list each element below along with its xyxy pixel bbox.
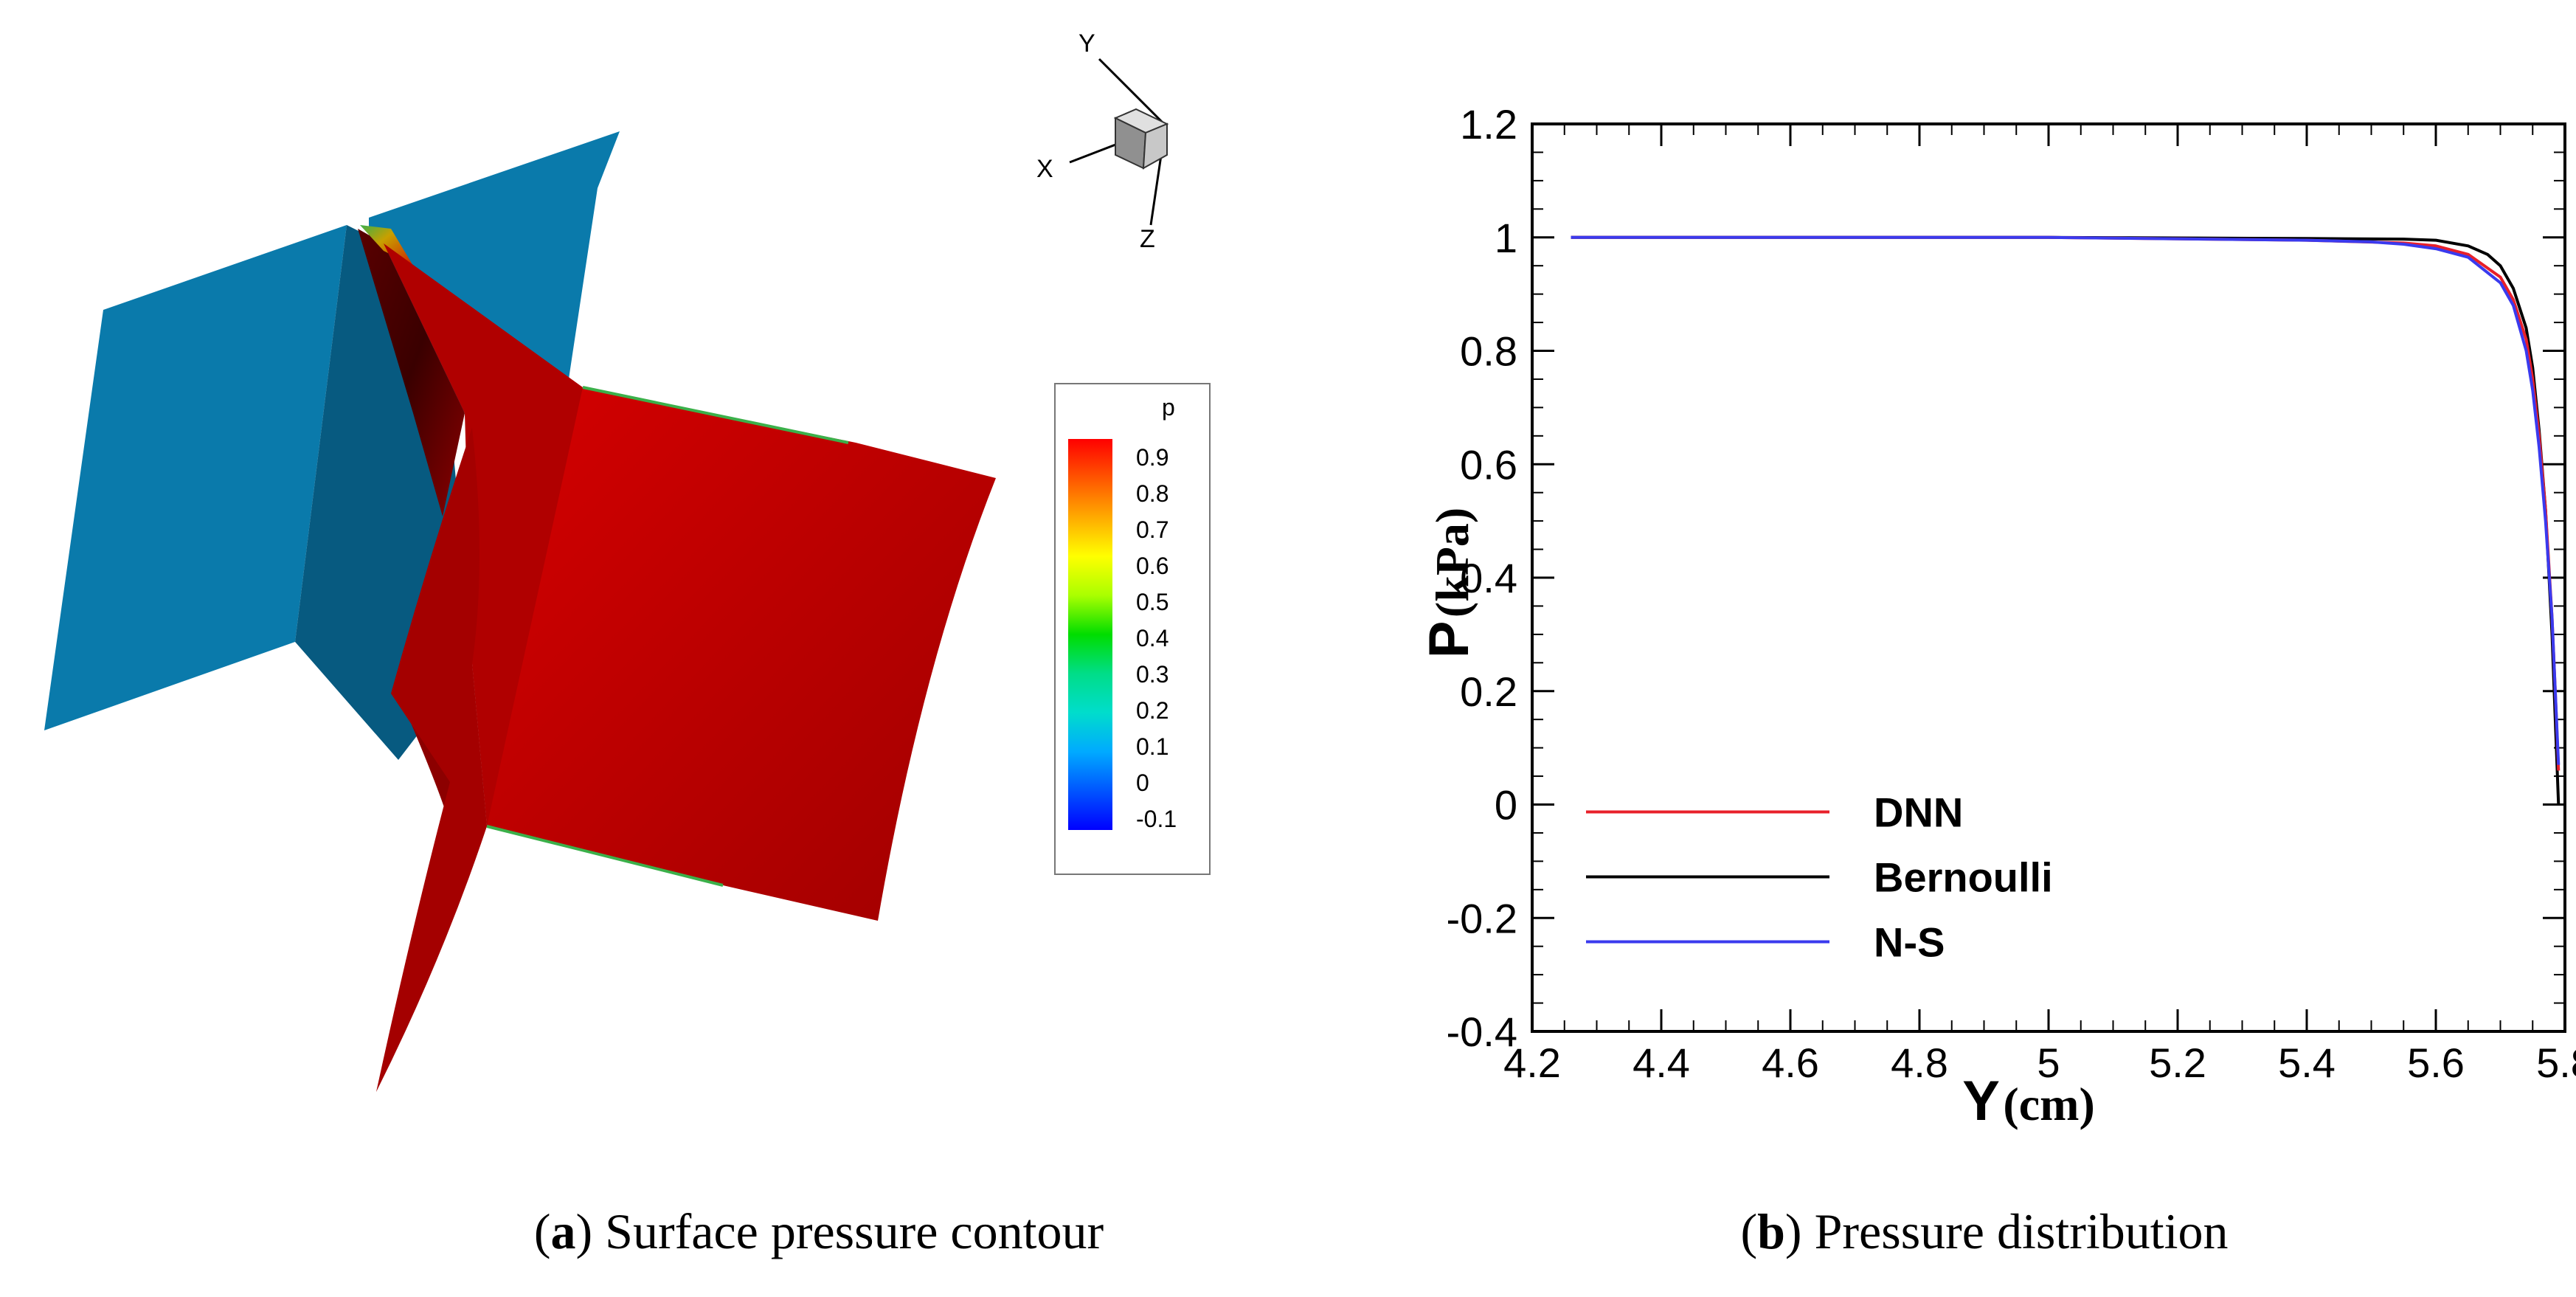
caption-a-text: Surface pressure contour xyxy=(605,1203,1104,1259)
y-tick-label: 0.2 xyxy=(1460,668,1517,715)
y-tick-label: 0.4 xyxy=(1460,555,1517,601)
caption-b: (b) Pressure distribution xyxy=(1740,1203,2229,1259)
plot-frame xyxy=(1531,122,2566,1033)
legend-level-label: 0.6 xyxy=(1136,553,1168,579)
green-edge-bottom xyxy=(486,825,724,887)
x-axis-title-main: Y xyxy=(1962,1070,2000,1132)
x-tick-label: 5.6 xyxy=(2407,1040,2465,1086)
triad-x-label: X xyxy=(1036,155,1053,183)
legend-level-label: 0.2 xyxy=(1136,697,1168,724)
y-axis-title: P (kPa) xyxy=(1418,508,1481,658)
y-tick-label: 0.8 xyxy=(1460,328,1517,375)
legend-level-label: 0.8 xyxy=(1136,480,1168,507)
x-tick-label: 5.2 xyxy=(2149,1040,2206,1086)
x-tick-label: 4.2 xyxy=(1503,1040,1561,1086)
legend-level-label: 0.1 xyxy=(1136,733,1168,760)
axis-triad: Y X Z xyxy=(1036,30,1169,253)
legend-level-label: 0.3 xyxy=(1136,661,1168,688)
y-axis-title-unit: (kPa) xyxy=(1426,508,1478,618)
legend-level-label: 0.4 xyxy=(1136,625,1168,651)
triad-z-label: Z xyxy=(1140,225,1155,253)
legend-label: N-S xyxy=(1874,919,1945,966)
legend-label: DNN xyxy=(1874,789,1963,836)
triad-y-label: Y xyxy=(1078,30,1095,58)
x-tick-labels: 4.2 4.4 4.6 4.8 5 5.2 5.4 5.6 5.8 xyxy=(1503,1040,2576,1086)
x-tick-label: 5.4 xyxy=(2278,1040,2336,1086)
x-tick-label: 5.8 xyxy=(2536,1040,2576,1086)
y-axis-title-main: P xyxy=(1418,621,1481,659)
x-tick-label: 4.4 xyxy=(1632,1040,1690,1086)
series-line-bernoulli xyxy=(1571,235,2561,805)
dark-fin-face xyxy=(358,229,465,516)
legend-level-label: 0.9 xyxy=(1136,444,1168,471)
series-line-dnn xyxy=(1571,235,2561,771)
pressure-legend: p 0.9 0.8 0.7 0.6 0.5 0.4 0.3 0.2 0.1 0 -0.1 xyxy=(1054,383,1211,875)
red-strip-upper xyxy=(384,243,583,826)
chart-series xyxy=(1571,235,2561,805)
caption-b-letter: b xyxy=(1757,1203,1785,1259)
legend-level-label: 0.7 xyxy=(1136,516,1168,543)
blue-plate-left xyxy=(44,225,347,730)
y-tick-label: 0 xyxy=(1495,782,1517,829)
x-tick-label: 5 xyxy=(2037,1040,2060,1086)
surface-pressure-contour-figure: Y X Z p 0.9 0.8 0.7 0.6 0.5 0.4 0.3 0.2 0.1 0 -0.1 xyxy=(44,30,1211,1092)
x-axis-title: Y (cm) xyxy=(1962,1070,2095,1132)
y-tick-label: 1.2 xyxy=(1460,101,1517,148)
legend-title: p xyxy=(1162,394,1175,421)
y-tick-label: -0.4 xyxy=(1447,1009,1518,1055)
green-edge-top xyxy=(582,386,849,444)
x-tick-label: 4.6 xyxy=(1762,1040,1819,1086)
triad-cube-right xyxy=(1142,122,1168,170)
legend-colorbar xyxy=(1068,439,1112,830)
chart-legend: DNN Bernoulli N-S xyxy=(1586,789,2053,966)
legend-labels: 0.9 0.8 0.7 0.6 0.5 0.4 0.3 0.2 0.1 0 -0.1 xyxy=(1136,444,1177,832)
caption-b-text: Pressure distribution xyxy=(1814,1203,2229,1259)
legend-level-label: 0 xyxy=(1136,769,1149,796)
x-tick-label: 4.8 xyxy=(1891,1040,1948,1086)
caption-a-letter: a xyxy=(550,1203,576,1259)
y-tick-label: 1 xyxy=(1495,215,1517,261)
legend-label: Bernoulli xyxy=(1874,854,2053,901)
legend-level-label: 0.5 xyxy=(1136,589,1168,615)
series-line-n-s xyxy=(1571,235,2561,765)
red-fin-front xyxy=(376,428,487,1092)
x-axis-title-unit: (cm) xyxy=(2003,1078,2094,1130)
pressure-distribution-chart: 4.2 4.4 4.6 4.8 5 5.2 5.4 5.6 5.8 -0.4 -0.2 0 0.2 0.… xyxy=(1418,101,2576,1132)
red-plate xyxy=(487,387,996,921)
y-tick-labels: -0.4 -0.2 0 0.2 0.4 0.6 0.8 1 1.2 xyxy=(1447,101,1518,1055)
y-tick-label: 0.6 xyxy=(1460,441,1517,488)
caption-a: (a) Surface pressure contour xyxy=(533,1203,1104,1259)
legend-level-label: -0.1 xyxy=(1136,806,1177,832)
y-tick-label: -0.2 xyxy=(1447,895,1518,941)
